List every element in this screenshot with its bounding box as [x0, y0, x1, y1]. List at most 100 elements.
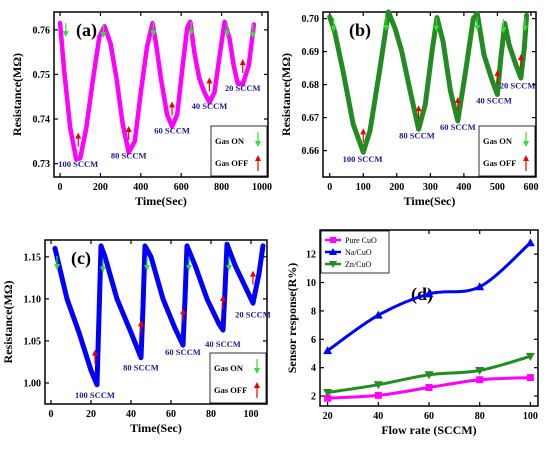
- y-tick-label: 0.67: [302, 113, 320, 124]
- x-tick-label: 200: [93, 182, 108, 193]
- gas-on-arrow-head: [54, 263, 60, 270]
- panel-1: 0 200 400 600 800 1000 0.73 0.74 0.75 0.76 Time(Se…: [10, 11, 272, 208]
- gas-on-arrow-head: [150, 30, 157, 37]
- flow-annotation: 40 SCCM: [192, 101, 228, 111]
- gas-off-arrow-head: [494, 69, 501, 76]
- gas-off-arrow-head: [138, 320, 144, 327]
- flow-annotation: 40 SCCM: [205, 339, 241, 349]
- legend-swatch-marker: [329, 261, 337, 268]
- y-axis-label: Resistance(MΩ): [279, 53, 293, 136]
- x-tick-label: 100: [523, 411, 538, 422]
- gas-on-arrow-head: [249, 32, 256, 39]
- x-tick-label: 40: [126, 409, 136, 420]
- x-tick-label: 1000: [252, 182, 272, 193]
- data-point: [425, 384, 433, 392]
- legend-gas-on-arrow-head: [255, 141, 261, 147]
- data-point: [424, 289, 434, 298]
- gas-off-arrow-head: [169, 101, 176, 108]
- gas-on-arrow-head: [62, 31, 69, 38]
- flow-annotation: 20 SCCM: [500, 81, 536, 91]
- x-tick-label: 0: [49, 409, 54, 420]
- legend-label: Pure CuO: [345, 236, 377, 245]
- legend-swatch-marker: [330, 237, 336, 243]
- data-point: [323, 389, 333, 398]
- gas-off-arrow-head: [360, 128, 367, 135]
- y-tick-label: 0.76: [33, 25, 51, 36]
- gas-off-arrow-head: [220, 294, 226, 301]
- flow-annotation: 80 SCCM: [111, 151, 147, 161]
- x-tick-label: 600: [174, 182, 189, 193]
- legend-label: Na/CuO: [345, 248, 372, 257]
- x-tick-label: 0: [327, 182, 332, 193]
- gas-on-arrow-head: [186, 264, 192, 271]
- x-tick-label: 200: [389, 182, 404, 193]
- legend-gas-off: Gas OFF: [214, 385, 247, 395]
- data-point: [475, 282, 485, 291]
- x-tick-label: 100: [356, 182, 371, 193]
- y-tick-label: 0.66: [302, 146, 320, 157]
- x-axis-label: Time(Sec): [404, 194, 456, 208]
- gas-on-arrow-head: [226, 264, 232, 271]
- flow-annotation: 100 SCCM: [58, 159, 98, 169]
- y-tick-label: 1.10: [24, 294, 42, 305]
- data-point: [373, 381, 383, 390]
- y-tick-label: 0.69: [302, 47, 320, 58]
- data-point: [373, 310, 383, 319]
- y-tick-label: 0.70: [302, 14, 320, 25]
- data-point: [525, 238, 535, 247]
- gas-off-arrow-head: [206, 77, 213, 84]
- x-tick-label: 80: [475, 411, 485, 422]
- flow-annotation: 100 SCCM: [343, 154, 383, 164]
- gas-on-arrow-head: [224, 30, 231, 37]
- panel-label: (b): [349, 20, 371, 41]
- data-point: [324, 394, 332, 402]
- x-tick-label: 80: [206, 409, 216, 420]
- gas-on-arrow-head: [100, 32, 107, 39]
- panel-label: (a): [76, 20, 97, 41]
- flow-annotation: 100 SCCM: [75, 390, 115, 400]
- flow-annotation: 80 SCCM: [399, 130, 435, 140]
- y-axis-label: Resistance(MΩ): [10, 53, 24, 136]
- data-point: [424, 371, 434, 380]
- y-tick-label: 12: [306, 250, 316, 261]
- data-point: [476, 376, 484, 384]
- legend-gas-on-arrow-head: [254, 368, 260, 374]
- x-tick-label: 60: [424, 411, 434, 422]
- legend-gas-off-arrow-head: [254, 382, 260, 388]
- gas-on-arrow-head: [330, 25, 337, 32]
- gas-off-arrow-head: [180, 308, 186, 315]
- flow-annotation: 20 SCCM: [225, 83, 261, 93]
- legend-gas-on: Gas ON: [215, 136, 245, 146]
- flow-annotation: 60 SCCM: [440, 122, 476, 132]
- x-tick-label: 0: [58, 182, 63, 193]
- flow-annotation: 60 SCCM: [165, 347, 201, 357]
- panel-2: 0 100 200 300 400 500 600 0.66 0.67 0.68 0.69 0.70 T…: [279, 9, 538, 208]
- x-tick-label: 100: [244, 409, 259, 420]
- flow-annotation: 80 SCCM: [123, 362, 159, 372]
- panel-3: 0 20 40 60 80 100 1.00 1.05 1.10 1.15 Time(Sec) Res…: [1, 239, 271, 435]
- legend-gas-on-arrow-head: [523, 141, 529, 147]
- x-tick-label: 20: [86, 409, 96, 420]
- gas-on-arrow-head: [521, 25, 528, 32]
- gas-on-arrow-head: [474, 24, 481, 31]
- y-axis-label: Sensor response(R%): [285, 263, 299, 374]
- x-tick-label: 800: [214, 182, 229, 193]
- data-point: [525, 352, 535, 361]
- legend-gas-on: Gas ON: [483, 136, 513, 146]
- x-tick-label: 300: [423, 182, 438, 193]
- legend-gas-on: Gas ON: [214, 363, 244, 373]
- legend-swatch-marker: [329, 248, 337, 255]
- gas-on-arrow-head: [100, 266, 106, 273]
- x-tick-label: 400: [133, 182, 148, 193]
- x-tick-label: 500: [490, 182, 505, 193]
- y-tick-label: 1.00: [24, 378, 42, 389]
- legend-gas-off: Gas OFF: [483, 158, 516, 168]
- gas-off-arrow-head: [415, 105, 422, 112]
- x-axis-label: Time(Sec): [135, 194, 187, 208]
- y-tick-label: 0.68: [302, 80, 320, 91]
- resistance-series-line: [57, 19, 257, 162]
- y-tick-label: 2: [311, 392, 316, 403]
- legend-label: Zn/CuO: [345, 260, 371, 269]
- x-tick-label: 400: [456, 182, 471, 193]
